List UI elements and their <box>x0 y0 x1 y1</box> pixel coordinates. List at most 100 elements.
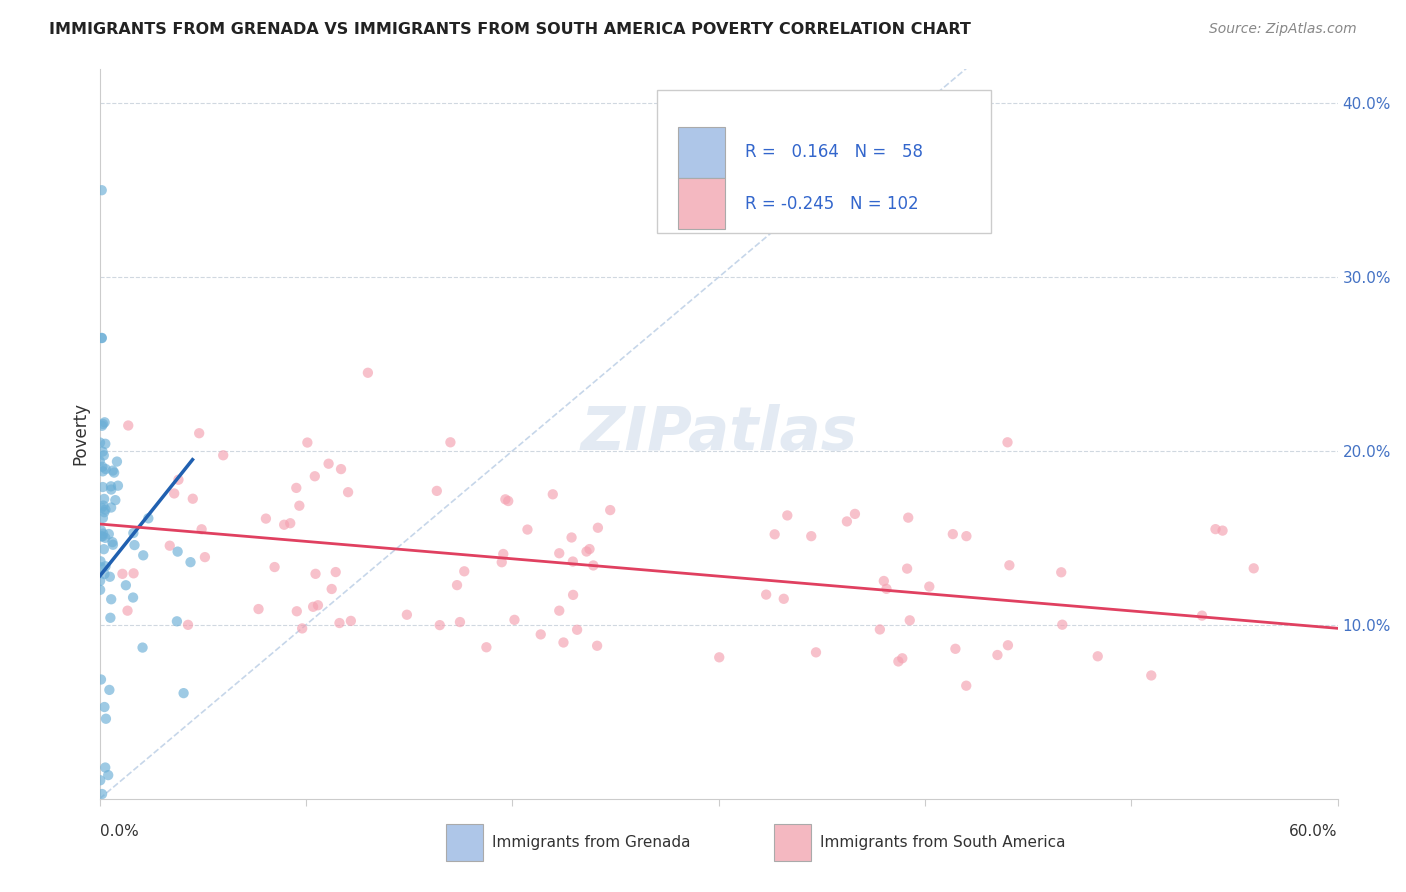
Point <box>844 507 866 521</box>
Point <box>541 487 564 501</box>
Point <box>426 483 449 498</box>
Point <box>179 555 201 569</box>
Point <box>117 604 139 618</box>
Point <box>159 539 181 553</box>
Point <box>90 560 112 574</box>
Text: 60.0%: 60.0% <box>1289 824 1337 839</box>
Point <box>93 448 115 462</box>
Point <box>772 591 794 606</box>
Point <box>100 483 122 497</box>
Point <box>188 426 211 441</box>
Point <box>97 768 120 782</box>
Point <box>337 485 360 500</box>
Point <box>190 522 212 536</box>
Text: 0.0%: 0.0% <box>100 824 138 839</box>
Text: Source: ZipAtlas.com: Source: ZipAtlas.com <box>1209 22 1357 37</box>
Point <box>177 617 200 632</box>
Point <box>800 529 823 543</box>
Point <box>91 417 114 431</box>
Point <box>288 499 311 513</box>
Point <box>873 574 896 588</box>
Point <box>291 622 314 636</box>
Point <box>212 448 235 462</box>
Point <box>91 529 114 543</box>
Point <box>105 454 128 468</box>
Point <box>89 454 111 468</box>
Point <box>93 505 115 519</box>
Point <box>586 521 609 535</box>
Point <box>304 566 326 581</box>
Point <box>122 526 145 541</box>
Point <box>599 503 621 517</box>
Point <box>91 511 114 525</box>
Point <box>285 481 308 495</box>
Point <box>945 641 967 656</box>
Point <box>1212 524 1234 538</box>
Point <box>122 591 145 605</box>
Point <box>494 492 516 507</box>
Point <box>955 529 977 543</box>
FancyBboxPatch shape <box>678 178 725 229</box>
Point <box>93 499 115 513</box>
Point <box>896 561 918 575</box>
Point <box>496 494 519 508</box>
Point <box>104 493 127 508</box>
Point <box>449 615 471 629</box>
Point <box>89 554 111 568</box>
Point <box>90 331 112 345</box>
Point <box>100 479 122 493</box>
Point <box>94 559 117 574</box>
Point <box>122 566 145 581</box>
Point <box>115 578 138 592</box>
Point <box>100 500 122 515</box>
Point <box>804 645 827 659</box>
Point <box>475 640 498 655</box>
Point <box>93 491 115 506</box>
Point <box>776 508 799 523</box>
Point <box>89 773 111 788</box>
Point <box>325 565 347 579</box>
Point <box>395 607 418 622</box>
Point <box>91 526 114 541</box>
Point <box>111 566 134 581</box>
Point <box>330 462 353 476</box>
Point <box>835 515 858 529</box>
Point <box>328 615 350 630</box>
Point <box>194 550 217 565</box>
Point <box>561 555 583 569</box>
Point <box>755 588 778 602</box>
Point <box>98 682 121 697</box>
Text: Immigrants from Grenada: Immigrants from Grenada <box>492 835 690 850</box>
Text: IMMIGRANTS FROM GRENADA VS IMMIGRANTS FROM SOUTH AMERICA POVERTY CORRELATION CHA: IMMIGRANTS FROM GRENADA VS IMMIGRANTS FR… <box>49 22 972 37</box>
Point <box>94 531 117 545</box>
Point <box>942 527 965 541</box>
Point <box>553 635 575 649</box>
Point <box>1205 522 1227 536</box>
Point <box>492 547 515 561</box>
Point <box>90 673 112 687</box>
Point <box>565 623 588 637</box>
Point <box>586 639 609 653</box>
Point <box>101 464 124 478</box>
Point <box>278 516 301 531</box>
Point <box>94 462 117 476</box>
Point <box>575 544 598 558</box>
Point <box>90 331 112 345</box>
Point <box>90 500 112 515</box>
Point <box>90 183 112 197</box>
Point <box>167 473 190 487</box>
Point <box>91 444 114 458</box>
Point <box>117 418 139 433</box>
Point <box>918 580 941 594</box>
Point <box>93 567 115 582</box>
Point <box>107 478 129 492</box>
Point <box>91 480 114 494</box>
FancyBboxPatch shape <box>446 824 484 861</box>
Point <box>446 578 468 592</box>
Point <box>91 459 114 474</box>
Point <box>453 564 475 578</box>
Point <box>173 686 195 700</box>
Point <box>304 469 326 483</box>
Point <box>89 574 111 588</box>
Point <box>93 542 115 557</box>
